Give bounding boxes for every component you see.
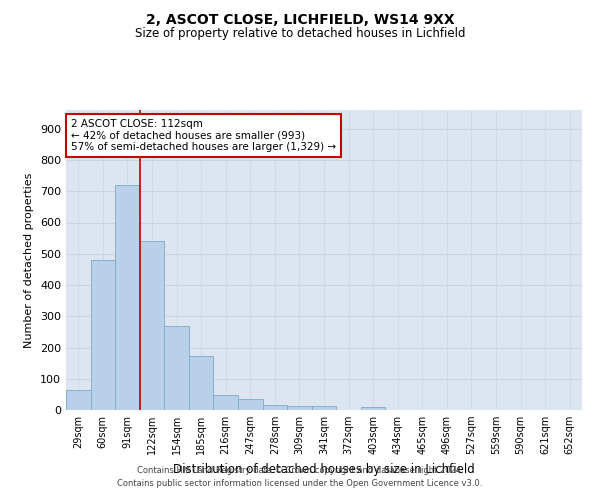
Text: 2, ASCOT CLOSE, LICHFIELD, WS14 9XX: 2, ASCOT CLOSE, LICHFIELD, WS14 9XX	[146, 12, 454, 26]
Bar	[115, 185, 140, 410]
Bar	[214, 395, 238, 410]
Bar	[287, 406, 312, 410]
Bar	[164, 326, 189, 410]
Bar	[238, 400, 263, 410]
Y-axis label: Number of detached properties: Number of detached properties	[25, 172, 34, 348]
Bar	[189, 356, 214, 410]
Text: Size of property relative to detached houses in Lichfield: Size of property relative to detached ho…	[135, 28, 465, 40]
Bar	[66, 390, 91, 410]
Bar	[263, 404, 287, 410]
Bar	[361, 407, 385, 410]
Bar	[91, 260, 115, 410]
Text: 2 ASCOT CLOSE: 112sqm
← 42% of detached houses are smaller (993)
57% of semi-det: 2 ASCOT CLOSE: 112sqm ← 42% of detached …	[71, 119, 336, 152]
Bar	[312, 406, 336, 410]
X-axis label: Distribution of detached houses by size in Lichfield: Distribution of detached houses by size …	[173, 462, 475, 475]
Bar	[140, 242, 164, 410]
Text: Contains HM Land Registry data © Crown copyright and database right 2024.
Contai: Contains HM Land Registry data © Crown c…	[118, 466, 482, 487]
